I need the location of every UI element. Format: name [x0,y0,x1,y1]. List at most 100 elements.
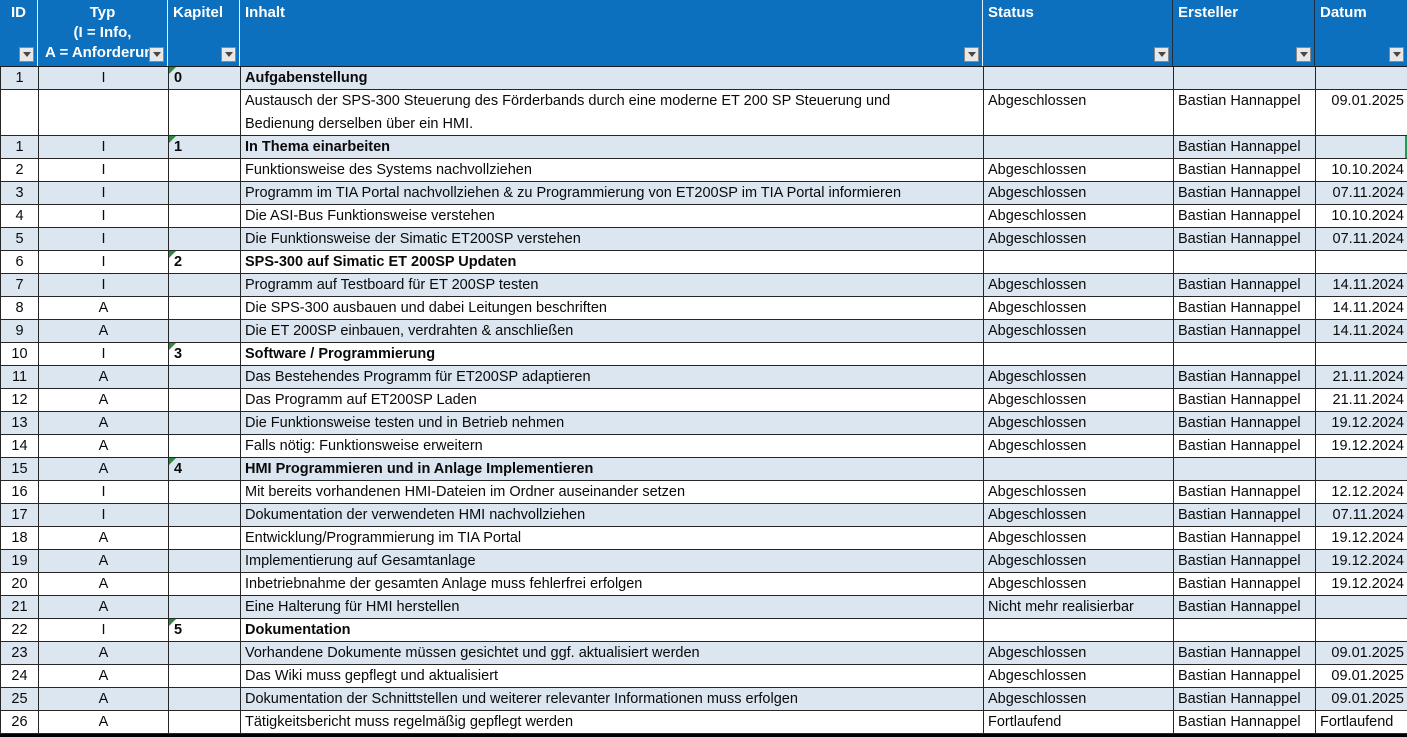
cell-inhalt[interactable]: HMI Programmieren und in Anlage Implemen… [241,458,984,480]
cell-datum[interactable]: 07.11.2024 [1332,231,1405,247]
cell-datum[interactable]: 07.11.2024 [1332,185,1405,201]
cell-datum[interactable]: 10.10.2024 [1331,162,1404,178]
cell-kapitel[interactable] [169,297,241,319]
cell-typ[interactable]: A [39,366,169,388]
cell-typ[interactable]: A [39,389,169,411]
cell-id[interactable]: 16 [1,481,39,503]
cell-status[interactable]: Abgeschlossen [984,412,1174,434]
cell-datum[interactable]: 07.11.2024 [1332,507,1405,523]
cell-id[interactable]: 26 [1,711,39,733]
cell-status[interactable]: Abgeschlossen [984,205,1174,227]
cell-typ[interactable]: A [39,665,169,687]
cell-inhalt[interactable]: Falls nötig: Funktionsweise erweitern [241,435,984,457]
cell-typ[interactable]: A [39,711,169,733]
cell-status[interactable] [984,136,1174,158]
cell-typ[interactable]: A [39,297,169,319]
cell-inhalt[interactable]: Inbetriebnahme der gesamten Anlage muss … [241,573,984,595]
cell-status[interactable]: Abgeschlossen [984,504,1174,526]
cell-datum[interactable]: 19.12.2024 [1331,553,1404,569]
cell-id[interactable]: 17 [1,504,39,526]
cell-datum[interactable]: 19.12.2024 [1331,438,1404,454]
cell-inhalt[interactable]: Die Funktionsweise der Simatic ET200SP v… [241,228,984,250]
cell-id[interactable]: 13 [1,412,39,434]
cell-ersteller[interactable]: Bastian Hannappel [1174,688,1316,710]
cell-kapitel[interactable]: 0 [169,67,241,89]
cell-kapitel[interactable]: 4 [169,458,241,480]
cell-typ[interactable]: A [39,435,169,457]
filter-dropdown-kapitel[interactable] [221,47,236,62]
cell-typ[interactable]: I [39,481,169,503]
cell-id[interactable]: 1 [1,67,39,89]
cell-typ[interactable]: A [39,550,169,572]
cell-id[interactable]: 4 [1,205,39,227]
cell-inhalt[interactable]: Die SPS-300 ausbauen und dabei Leitungen… [241,297,984,319]
cell-typ[interactable]: A [39,573,169,595]
cell-kapitel[interactable] [169,596,241,618]
cell-inhalt[interactable]: In Thema einarbeiten [241,136,984,158]
cell-ersteller[interactable]: Bastian Hannappel [1174,642,1316,664]
filter-dropdown-datum[interactable] [1389,47,1404,62]
cell-ersteller[interactable]: Bastian Hannappel [1174,665,1316,687]
cell-id[interactable]: 15 [1,458,39,480]
cell-inhalt[interactable]: Die ASI-Bus Funktionsweise verstehen [241,205,984,227]
cell-status[interactable]: Abgeschlossen [984,550,1174,572]
cell-inhalt[interactable]: Tätigkeitsbericht muss regelmäßig gepfle… [241,711,984,733]
cell-typ[interactable]: A [39,527,169,549]
cell-status[interactable]: Abgeschlossen [984,297,1174,319]
cell-status[interactable]: Abgeschlossen [984,320,1174,342]
cell-kapitel[interactable] [169,182,241,204]
cell-datum[interactable]: 14.11.2024 [1332,277,1405,293]
cell-kapitel[interactable] [169,320,241,342]
cell-kapitel[interactable] [169,481,241,503]
cell-datum[interactable]: 19.12.2024 [1331,576,1404,592]
cell-kapitel[interactable] [169,504,241,526]
cell-datum[interactable]: 14.11.2024 [1332,323,1405,339]
cell-status[interactable]: Nicht mehr realisierbar [984,596,1174,618]
cell-id[interactable]: 21 [1,596,39,618]
cell-status[interactable]: Abgeschlossen [984,274,1174,296]
cell-typ[interactable]: I [39,504,169,526]
cell-kapitel[interactable] [169,688,241,710]
cell-datum[interactable]: 21.11.2024 [1332,369,1405,385]
cell-inhalt[interactable]: Das Programm auf ET200SP Laden [241,389,984,411]
cell-id[interactable]: 6 [1,251,39,273]
cell-datum[interactable] [1316,596,1407,618]
cell-inhalt[interactable]: Das Bestehendes Programm für ET200SP ada… [241,366,984,388]
cell-ersteller[interactable]: Bastian Hannappel [1174,435,1316,457]
cell-id[interactable]: 24 [1,665,39,687]
cell-ersteller[interactable]: Bastian Hannappel [1174,320,1316,342]
cell-ersteller[interactable]: Bastian Hannappel [1174,412,1316,434]
cell-ersteller[interactable]: Bastian Hannappel [1174,182,1316,204]
cell-inhalt[interactable]: Aufgabenstellung [241,67,984,89]
cell-inhalt[interactable]: Austausch der SPS-300 Steuerung des Förd… [241,90,984,135]
cell-inhalt[interactable]: Die ET 200SP einbauen, verdrahten & ansc… [241,320,984,342]
cell-kapitel[interactable] [169,228,241,250]
cell-inhalt[interactable]: Dokumentation [241,619,984,641]
cell-inhalt[interactable]: Die Funktionsweise testen und in Betrieb… [241,412,984,434]
cell-id[interactable]: 8 [1,297,39,319]
cell-ersteller[interactable] [1174,458,1316,480]
column-header-typ[interactable]: Typ (I = Info, A = Anforderun [38,0,168,66]
cell-datum[interactable] [1316,136,1407,158]
cell-ersteller[interactable]: Bastian Hannappel [1174,481,1316,503]
cell-ersteller[interactable]: Bastian Hannappel [1174,550,1316,572]
cell-typ[interactable]: I [39,343,169,365]
cell-kapitel[interactable] [169,366,241,388]
cell-kapitel[interactable] [169,90,241,135]
cell-kapitel[interactable] [169,274,241,296]
cell-typ[interactable]: A [39,688,169,710]
cell-ersteller[interactable]: Bastian Hannappel [1174,159,1316,181]
cell-typ[interactable]: I [39,251,169,273]
cell-id[interactable]: 25 [1,688,39,710]
cell-id[interactable] [1,90,39,135]
cell-typ[interactable]: A [39,642,169,664]
cell-datum[interactable]: 10.10.2024 [1331,208,1404,224]
column-header-datum[interactable]: Datum [1315,0,1407,66]
cell-id[interactable]: 14 [1,435,39,457]
cell-id[interactable]: 20 [1,573,39,595]
column-header-kapitel[interactable]: Kapitel [168,0,240,66]
cell-status[interactable]: Abgeschlossen [984,389,1174,411]
cell-typ[interactable]: I [39,67,169,89]
cell-status[interactable] [984,251,1174,273]
cell-inhalt[interactable]: SPS-300 auf Simatic ET 200SP Updaten [241,251,984,273]
